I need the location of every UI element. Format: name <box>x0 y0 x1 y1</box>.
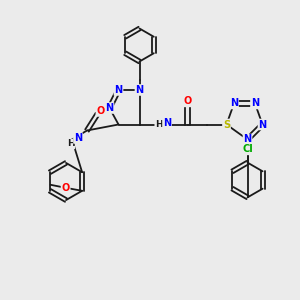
Text: S: S <box>223 119 230 130</box>
Text: O: O <box>96 106 105 116</box>
Text: N: N <box>74 133 82 143</box>
Text: N: N <box>251 98 259 109</box>
Text: O: O <box>61 183 70 193</box>
Text: H: H <box>155 120 163 129</box>
Text: O: O <box>183 96 192 106</box>
Text: N: N <box>114 85 123 95</box>
Text: N: N <box>230 98 238 109</box>
Text: N: N <box>258 119 267 130</box>
Text: Cl: Cl <box>242 144 253 154</box>
Text: N: N <box>135 85 144 95</box>
Text: N: N <box>243 134 252 145</box>
Text: N: N <box>163 118 171 128</box>
Text: H: H <box>67 140 74 148</box>
Text: N: N <box>105 103 114 113</box>
